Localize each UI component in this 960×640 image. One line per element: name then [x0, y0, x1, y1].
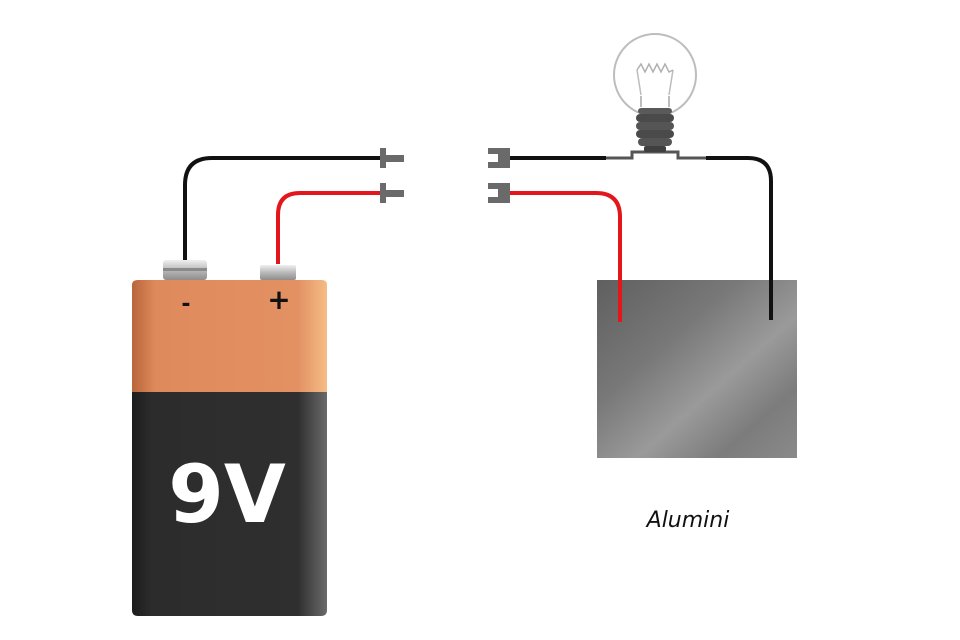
negative-wire-plate — [706, 156, 773, 320]
positive-terminal — [260, 265, 296, 280]
connector-left-negative — [380, 148, 404, 168]
connector-left-positive — [380, 183, 404, 203]
aluminium-plate — [597, 280, 797, 458]
battery-body — [132, 392, 327, 616]
connector-right-positive — [488, 183, 510, 203]
battery-voltage-label: 9V — [168, 448, 286, 541]
negative-wire-battery — [183, 156, 382, 262]
positive-wire-plate — [505, 191, 622, 322]
negative-sign: - — [181, 292, 190, 317]
connector-right-negative — [488, 148, 510, 168]
light-bulb-icon — [606, 33, 706, 160]
positive-sign: + — [267, 283, 290, 316]
battery: - + 9V — [132, 260, 327, 616]
plate-caption: Alumini — [645, 508, 730, 533]
battery-top — [132, 280, 327, 392]
positive-wire-battery — [276, 191, 382, 264]
